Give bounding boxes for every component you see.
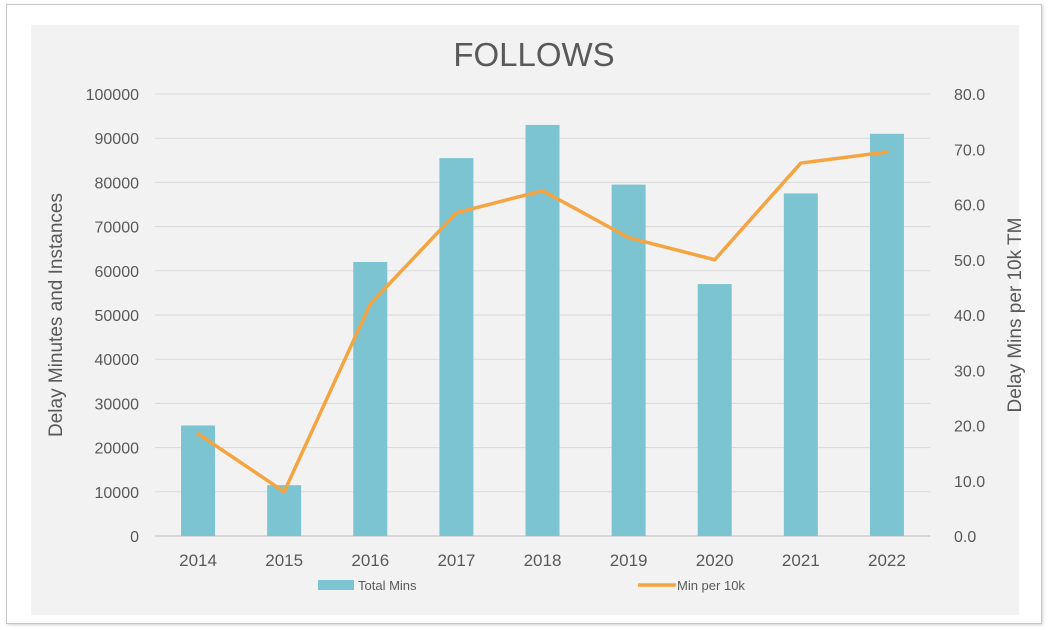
line-point-2021 xyxy=(799,161,803,165)
line-point-2016 xyxy=(368,302,372,306)
y2-tick-label: 0.0 xyxy=(954,529,976,546)
x-tick-label: 2019 xyxy=(610,551,648,570)
y2-tick-label: 80.0 xyxy=(954,87,985,104)
bar-2017 xyxy=(439,158,474,536)
bar-2014 xyxy=(181,425,216,536)
y-tick-label: 90000 xyxy=(95,131,140,148)
x-tick-label: 2016 xyxy=(351,551,389,570)
x-tick-label: 2015 xyxy=(265,551,303,570)
bar-2022 xyxy=(869,133,904,536)
line-point-2018 xyxy=(541,189,544,193)
x-tick-label: 2014 xyxy=(179,551,217,570)
axis-ticks: 0 10000 20000 30000 40000 50000 60000 70000 8000… xyxy=(86,87,986,570)
y-tick-label: 70000 xyxy=(95,220,140,237)
legend-label-min-per-10k: Min per 10k xyxy=(677,578,745,593)
y2-tick-label: 50.0 xyxy=(954,253,985,270)
y-tick-label: 50000 xyxy=(95,308,140,325)
chart-title: FOLLOWS xyxy=(453,36,614,73)
bar-2021 xyxy=(783,193,818,536)
y2-tick-label: 10.0 xyxy=(954,474,985,491)
x-tick-label: 2021 xyxy=(782,551,820,570)
y-tick-label: 20000 xyxy=(95,441,140,458)
legend-swatch-total-mins xyxy=(318,580,354,590)
line-point-2017 xyxy=(454,211,458,215)
bar-2020 xyxy=(697,284,732,536)
x-tick-label: 2022 xyxy=(868,551,906,570)
y-tick-label: 30000 xyxy=(95,396,140,413)
line-point-2019 xyxy=(627,236,631,240)
legend-label-total-mins: Total Mins xyxy=(358,578,417,593)
y-tick-label: 10000 xyxy=(95,485,140,502)
line-series-min-per-10k xyxy=(196,150,889,494)
line-point-2015 xyxy=(282,490,286,494)
y2-tick-label: 60.0 xyxy=(954,198,985,215)
y-tick-label: 80000 xyxy=(95,175,140,192)
y-axis-label: Delay Minutes and Instances xyxy=(46,193,67,437)
y2-axis-label: Delay Mins per 10k TM xyxy=(1005,218,1026,413)
legend: Total Mins Min per 10k xyxy=(318,578,745,593)
y-tick-label: 100000 xyxy=(86,87,139,104)
x-tick-label: 2020 xyxy=(696,551,734,570)
line-point-2022 xyxy=(885,150,889,154)
y-tick-label: 60000 xyxy=(95,264,140,281)
bar-2015 xyxy=(267,485,302,536)
y-tick-label: 0 xyxy=(130,529,139,546)
y2-tick-label: 30.0 xyxy=(954,363,985,380)
x-tick-label: 2017 xyxy=(437,551,475,570)
bar-series-total-mins xyxy=(181,124,904,537)
y2-tick-label: 70.0 xyxy=(954,142,985,159)
y-tick-label: 40000 xyxy=(95,352,140,369)
y2-tick-label: 20.0 xyxy=(954,419,985,436)
bar-2018 xyxy=(525,124,560,536)
y2-tick-label: 40.0 xyxy=(954,308,985,325)
line-point-2020 xyxy=(713,258,717,262)
x-tick-label: 2018 xyxy=(524,551,562,570)
bar-2019 xyxy=(611,184,646,537)
line-point-2014 xyxy=(196,432,200,436)
